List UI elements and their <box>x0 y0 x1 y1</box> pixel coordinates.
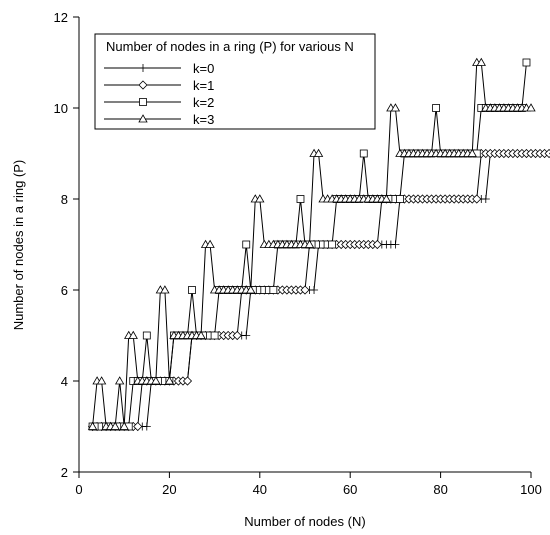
data-point-k=3 <box>164 376 175 385</box>
data-point-k=0 <box>242 331 251 340</box>
x-tick-label: 20 <box>162 482 176 497</box>
x-tick-label: 40 <box>253 482 267 497</box>
data-point-k=3 <box>526 103 536 112</box>
data-point-k=1 <box>372 239 382 250</box>
data-point-k=3 <box>467 148 477 157</box>
data-point-k=3 <box>110 421 120 430</box>
data-point-k=3 <box>196 330 206 339</box>
legend-label-k=0: k=0 <box>193 61 214 76</box>
data-point-k=2 <box>432 104 440 112</box>
data-point-k=0 <box>391 240 400 249</box>
legend-label-k=2: k=2 <box>193 95 214 110</box>
data-point-k=3 <box>151 376 161 385</box>
data-point-k=3 <box>476 57 486 66</box>
data-point-k=2 <box>359 149 368 158</box>
data-point-k=1 <box>133 421 143 432</box>
data-point-k=3 <box>128 330 138 339</box>
y-tick-label: 12 <box>54 10 68 25</box>
data-point-k=3 <box>205 239 215 248</box>
x-tick-label: 60 <box>343 482 357 497</box>
data-point-k=2 <box>396 195 404 203</box>
legend-entry-k=2: k=2 <box>104 95 214 110</box>
data-point-k=1 <box>182 376 193 386</box>
x-tick-label: 80 <box>433 482 447 497</box>
data-point-k=3 <box>381 194 392 203</box>
x-tick-label: 0 <box>75 482 82 497</box>
data-point-k=2 <box>269 286 278 294</box>
data-point-k=1 <box>232 330 242 341</box>
data-point-k=1 <box>472 194 482 204</box>
data-point-k=3 <box>114 376 125 385</box>
series-layer <box>87 57 550 432</box>
data-point-k=2 <box>296 195 305 203</box>
y-tick-label: 4 <box>61 374 68 389</box>
legend-label-k=1: k=1 <box>193 78 214 93</box>
legend-marker-k=1 <box>138 80 148 90</box>
data-point-k=0 <box>142 422 151 431</box>
data-point-k=2 <box>142 331 151 340</box>
data-point-k=2 <box>328 240 337 249</box>
legend-entries: k=0 k=1 k=2 k=3 <box>104 61 214 127</box>
legend-box <box>94 33 376 130</box>
y-tick-label: 6 <box>61 283 68 298</box>
legend-entry-k=1: k=1 <box>104 78 214 93</box>
data-point-k=0 <box>310 286 319 294</box>
legend-marker-k=0 <box>139 64 147 72</box>
data-point-k=3 <box>246 285 256 294</box>
data-point-k=3 <box>119 421 129 430</box>
data-point-k=2 <box>210 331 219 340</box>
legend-entry-k=3: k=3 <box>104 112 214 127</box>
legend: Number of nodes in a ring (P) for variou… <box>94 33 376 130</box>
data-point-k=2 <box>522 58 531 67</box>
data-point-k=2 <box>242 240 251 249</box>
y-axis-label: Number of nodes in a ring (P) <box>11 160 26 331</box>
y-tick-label: 10 <box>54 101 68 116</box>
x-tick-label: 100 <box>520 482 542 497</box>
data-point-k=1 <box>300 285 310 295</box>
data-point-k=3 <box>313 148 324 157</box>
series-k=3 <box>87 57 536 430</box>
axes: 0 20 40 60 80 100 2 4 6 8 10 12 <box>54 10 542 497</box>
data-point-k=2 <box>188 286 196 294</box>
legend-marker-k=3 <box>138 114 148 123</box>
data-point-k=1 <box>544 148 550 159</box>
data-point-k=3 <box>304 239 315 248</box>
data-point-k=3 <box>96 376 107 385</box>
legend-title: Number of nodes in a ring (P) for variou… <box>106 39 354 54</box>
data-point-k=3 <box>87 421 98 430</box>
y-tick-label: 8 <box>61 192 68 207</box>
data-point-k=0 <box>481 195 490 203</box>
y-tick-label: 2 <box>61 465 68 480</box>
legend-marker-k=2 <box>139 98 147 106</box>
legend-label-k=3: k=3 <box>193 112 214 127</box>
data-point-k=3 <box>160 285 170 294</box>
data-point-k=3 <box>390 103 401 112</box>
x-axis-label: Number of nodes (N) <box>244 514 365 529</box>
data-point-k=3 <box>255 194 265 203</box>
legend-entry-k=0: k=0 <box>104 61 214 76</box>
